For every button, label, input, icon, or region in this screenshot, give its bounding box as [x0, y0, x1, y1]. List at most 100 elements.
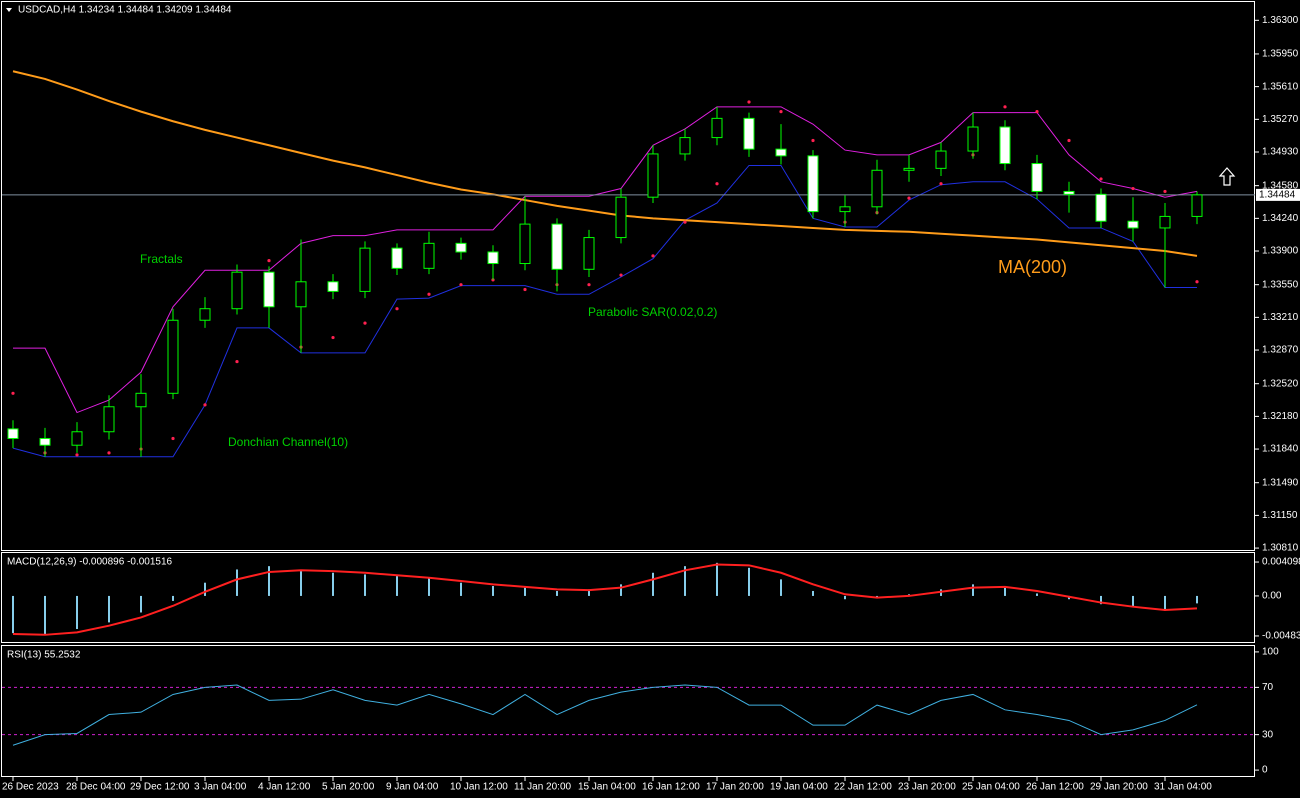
y-tick-label: 0: [1262, 765, 1268, 776]
y-tick-label: 1.33550: [1262, 279, 1299, 290]
candle-body: [839, 206, 851, 213]
candle-body: [295, 281, 307, 308]
donchian-lower: [12, 164, 1197, 458]
rsi-panel: [1, 645, 1255, 777]
candle-body: [647, 153, 659, 198]
rsi-line: [12, 684, 1198, 746]
sar-dot: [1067, 138, 1071, 143]
candle-body: [1127, 220, 1139, 229]
sar-dot: [811, 138, 815, 143]
x-tick-label: 31 Jan 04:00: [1154, 782, 1212, 793]
candle-body: [263, 271, 275, 308]
candle-body: [743, 117, 755, 150]
candle-body: [551, 223, 563, 270]
sar-dot: [1195, 280, 1199, 284]
sar-dot: [1003, 105, 1007, 109]
sar-dot: [75, 453, 79, 457]
sar-dot: [683, 220, 687, 224]
candle-body: [487, 251, 499, 265]
x-tick-label: 22 Jan 12:00: [834, 782, 892, 793]
sar-dot: [235, 359, 239, 364]
y-tick-label: 1.35270: [1262, 114, 1299, 125]
annotation: MA(200): [998, 257, 1067, 277]
y-tick-label: 1.30810: [1262, 543, 1299, 554]
candle-body: [103, 406, 115, 433]
y-tick-label: 30: [1262, 729, 1274, 740]
x-tick-label: 26 Dec 2023: [2, 782, 59, 793]
dropdown-icon[interactable]: [6, 8, 12, 12]
sar-dot: [523, 287, 527, 292]
x-tick-label: 26 Jan 12:00: [1026, 782, 1084, 793]
candle-body: [1031, 163, 1043, 192]
candle-body: [935, 150, 947, 169]
x-tick-label: 29 Dec 12:00: [130, 782, 190, 793]
candle-body: [135, 392, 147, 408]
candle-body: [679, 137, 691, 155]
y-tick-label: 1.32180: [1262, 411, 1299, 422]
y-tick-label: 0.00: [1262, 591, 1282, 602]
sar-dot: [715, 182, 719, 186]
candle-body: [967, 126, 979, 152]
y-tick-label: 1.32520: [1262, 378, 1299, 389]
candle-body: [455, 242, 467, 253]
candle-body: [903, 167, 915, 171]
candle-body: [199, 308, 211, 321]
y-tick-label: -0.004838: [1262, 631, 1300, 642]
sar-dot: [1131, 186, 1135, 191]
y-tick-label: 1.33210: [1262, 312, 1299, 323]
y-tick-label: 1.31490: [1262, 477, 1299, 488]
candle-body: [1063, 190, 1075, 195]
y-tick-label: 1.34580: [1262, 180, 1299, 191]
candle-body: [775, 148, 787, 157]
y-tick-label: 100: [1262, 647, 1279, 658]
x-tick-label: 25 Jan 04:00: [962, 782, 1020, 793]
x-tick-label: 16 Jan 12:00: [642, 782, 700, 793]
x-tick-label: 23 Jan 20:00: [898, 782, 956, 793]
y-tick-label: 70: [1262, 682, 1274, 693]
rsi-title: RSI(13) 55.2532: [7, 650, 81, 661]
ma-line: [12, 70, 1198, 257]
candle-body: [359, 247, 371, 292]
candle-body: [1159, 215, 1171, 229]
candle-body: [423, 242, 435, 269]
sar-dot: [747, 100, 751, 104]
signal-line: [12, 563, 1198, 636]
sar-dot: [939, 182, 943, 186]
y-tick-label: 1.34240: [1262, 213, 1299, 224]
donchian-upper: [13, 106, 1198, 414]
sar-dot: [1099, 177, 1103, 181]
candle-body: [999, 126, 1011, 165]
y-tick-label: 1.34930: [1262, 147, 1299, 158]
macd-panel: [1, 552, 1255, 643]
macd-title: MACD(12,26,9) -0.000896 -0.001516: [7, 557, 173, 568]
candle-body: [615, 196, 627, 239]
candle-body: [583, 237, 595, 270]
candle-body: [39, 437, 51, 446]
y-tick-label: 1.32870: [1262, 345, 1299, 356]
sar-dot: [203, 403, 207, 407]
candle-body: [391, 247, 403, 269]
x-tick-label: 3 Jan 04:00: [194, 782, 247, 793]
last-price-box: [1256, 188, 1300, 201]
candle-body: [807, 155, 819, 213]
x-tick-label: 11 Jan 20:00: [514, 782, 572, 793]
candle-body: [711, 117, 723, 139]
x-tick-label: 9 Jan 04:00: [386, 782, 439, 793]
sar-dot: [395, 307, 399, 311]
x-tick-label: 5 Jan 20:00: [322, 782, 375, 793]
x-tick-label: 15 Jan 04:00: [578, 782, 636, 793]
candle-body: [167, 319, 179, 394]
annotation: Fractals: [140, 252, 183, 266]
x-tick-label: 17 Jan 20:00: [706, 782, 764, 793]
sar-dot: [1163, 189, 1167, 194]
sar-dot: [1035, 110, 1039, 114]
sar-dot: [171, 436, 175, 441]
sar-dot: [267, 259, 271, 263]
x-tick-label: 29 Jan 20:00: [1090, 782, 1148, 793]
sar-dot: [427, 292, 431, 296]
candle-body: [871, 169, 883, 208]
y-tick-label: 1.35950: [1262, 49, 1299, 60]
y-tick-label: 1.31840: [1262, 444, 1299, 455]
